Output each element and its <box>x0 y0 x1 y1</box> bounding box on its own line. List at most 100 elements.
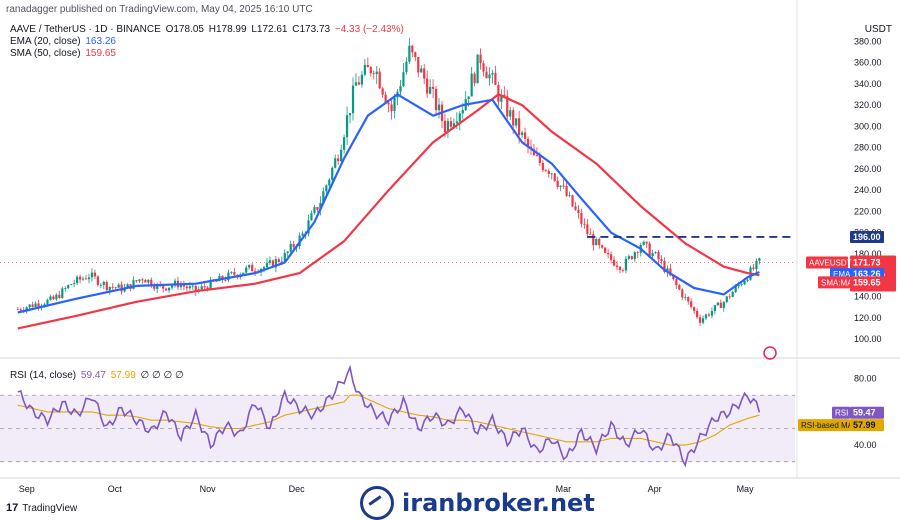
candle-body <box>755 260 758 270</box>
rsi-tag: RSI <box>835 409 848 418</box>
price-tick-label: 180.00 <box>854 249 882 259</box>
candle-body <box>648 243 651 256</box>
candle-body <box>423 68 426 79</box>
candle-body <box>173 280 177 286</box>
candle-body <box>19 309 22 311</box>
candle-body <box>108 286 111 291</box>
candle-body <box>562 185 565 187</box>
candle-body <box>565 186 568 196</box>
rsi-legend[interactable]: RSI (14, close) 59.47 57.99 ∅ ∅ ∅ ∅ <box>10 370 186 381</box>
candle-body <box>274 259 277 268</box>
candle-body <box>135 280 138 282</box>
watermark-text: iranbroker.net <box>402 489 595 517</box>
candle-body <box>28 304 31 308</box>
candle-body <box>390 104 393 112</box>
candle-body <box>446 121 450 133</box>
candle-body <box>372 73 375 75</box>
candle-body <box>49 296 52 300</box>
candle-body <box>348 113 352 116</box>
ema-badge: 163.26 <box>853 269 881 279</box>
candle-body <box>541 162 544 171</box>
candle-body <box>99 284 102 286</box>
candle-body <box>725 296 728 303</box>
candle-body <box>381 88 384 95</box>
candle-body <box>701 318 705 323</box>
title-legend: AAVE / TetherUS · 1D · BINANCE O178.05 H… <box>10 24 406 35</box>
price-tick-label: 320.00 <box>854 100 882 110</box>
candle-body <box>434 88 438 111</box>
candle-body <box>209 279 212 290</box>
x-tick-label: Oct <box>108 484 123 494</box>
rsima-tag-bg <box>798 419 850 432</box>
candle-body <box>630 256 633 260</box>
x-tick-label: Mar <box>556 484 572 494</box>
candle-body <box>696 310 699 318</box>
candle-body <box>301 233 304 236</box>
candle-body <box>156 284 159 289</box>
candle-body <box>520 132 524 135</box>
candle-body <box>277 259 280 262</box>
x-tick-label: Nov <box>200 484 217 494</box>
candle-body <box>289 243 292 252</box>
resistance-badge: 196.00 <box>853 232 881 242</box>
candle-body <box>123 287 126 292</box>
candle-body <box>345 115 349 138</box>
candle-body <box>280 261 283 263</box>
candle-body <box>690 301 693 308</box>
sma-legend[interactable]: SMA (50, close) 159.65 <box>10 48 118 59</box>
candle-body <box>25 307 28 311</box>
candle-body <box>633 252 636 260</box>
candle-body <box>78 276 82 280</box>
candle-body <box>672 275 675 280</box>
candle-body <box>743 280 746 285</box>
candle-body <box>67 285 70 289</box>
candle-body <box>194 285 197 292</box>
candle-body <box>340 149 343 162</box>
tradingview-footer[interactable]: 17 TradingView <box>6 502 77 514</box>
price-tick-label: 140.00 <box>854 292 882 302</box>
candle-body <box>265 262 269 268</box>
symbol-title: AAVE / TetherUS · 1D · BINANCE <box>10 24 161 35</box>
candle-body <box>431 86 435 89</box>
candle-body <box>485 71 488 79</box>
candle-body <box>580 213 583 224</box>
publish-header: ranadagger published on TradingView.com,… <box>6 4 313 15</box>
candle-body <box>105 281 108 291</box>
candle-body <box>604 247 607 253</box>
ema-legend[interactable]: EMA (20, close) 163.26 <box>10 36 118 47</box>
candle-body <box>707 314 711 316</box>
candle-body <box>43 304 46 306</box>
candle-body <box>716 302 719 306</box>
candle-body <box>473 73 476 84</box>
candle-body <box>191 285 194 287</box>
price-tick-label: 220.00 <box>854 206 882 216</box>
sma-legend-label: SMA (50, close) <box>10 48 81 59</box>
candle-body <box>351 85 355 114</box>
candle-body <box>426 78 429 94</box>
candle-body <box>598 238 601 246</box>
candle-body <box>654 252 657 254</box>
candle-body <box>185 286 188 289</box>
x-tick-label: Sep <box>19 484 35 494</box>
ema-tag: EMA <box>833 270 851 279</box>
candle-body <box>262 267 266 269</box>
candle-body <box>393 97 396 112</box>
price-tick-label: 240.00 <box>854 185 882 195</box>
candle-body <box>663 261 666 273</box>
candle-body <box>586 224 589 234</box>
change-value: −4.33 (−2.43%) <box>334 24 404 35</box>
candle-body <box>162 286 165 289</box>
candle-body <box>657 252 660 260</box>
x-tick-label: May <box>737 484 755 494</box>
candle-body <box>506 96 509 117</box>
candle-body <box>592 234 595 246</box>
candle-body <box>153 286 156 289</box>
x-tick-label: Apr <box>648 484 662 494</box>
candle-body <box>227 272 230 281</box>
candle-body <box>138 279 141 282</box>
candle-body <box>233 272 236 275</box>
candle-body <box>292 243 295 248</box>
candle-body <box>526 138 530 147</box>
rsi-legend-label: RSI (14, close) <box>10 370 77 381</box>
